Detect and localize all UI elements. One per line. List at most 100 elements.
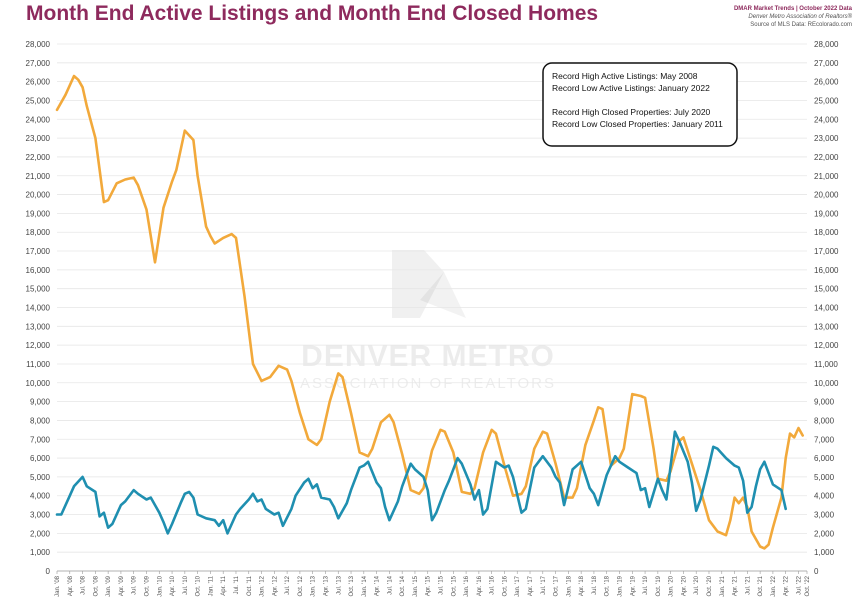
y-tick-label-right: 8,000 <box>814 416 835 425</box>
y-tick-label-left: 18,000 <box>26 228 51 237</box>
y-tick-label-left: 28,000 <box>26 40 51 49</box>
x-axis: Jan. '08 Apr. '08 Jul. '08 Oct. '08 Jan. '09… <box>55 571 811 597</box>
y-tick-label-right: 13,000 <box>814 322 839 331</box>
y-tick-label-right: 16,000 <box>814 266 839 275</box>
x-tick-label: Oct. '22 <box>805 575 811 596</box>
watermark-logo-accent-icon <box>420 272 466 318</box>
record-annotation-box: Record High Active Listings: May 2008 Re… <box>542 62 738 147</box>
x-tick-label: Jul. '09 <box>132 575 138 594</box>
x-tick-label: Apr. '16 <box>477 575 483 596</box>
y-tick-label-right: 5,000 <box>814 473 835 482</box>
y-tick-label-left: 25,000 <box>26 96 51 105</box>
y-tick-label-right: 28,000 <box>814 40 839 49</box>
annotation-border <box>542 62 738 147</box>
y-tick-label-right: 3,000 <box>814 511 835 520</box>
x-tick-label: Jul. '22 <box>796 575 802 594</box>
x-tick-label: Jul. '19 <box>643 575 649 594</box>
series-line-closed <box>55 430 788 535</box>
x-tick-label: Jan. '12 <box>260 575 266 596</box>
x-tick-label: Jan. '18 <box>566 575 572 596</box>
y-tick-label-right: 4,000 <box>814 492 835 501</box>
x-tick-label: Oct. '08 <box>93 575 99 596</box>
x-tick-label: Apr. '12 <box>272 575 278 596</box>
watermark-logo-icon <box>392 250 444 318</box>
y-tick-label-left: 6,000 <box>30 454 51 463</box>
watermark: DENVER METRO ASSOCIATION OF REALTORS <box>300 250 556 392</box>
y-tick-label-right: 24,000 <box>814 115 839 124</box>
y-tick-label-right: 20,000 <box>814 191 839 200</box>
y-tick-label-left: 22,000 <box>26 153 51 162</box>
x-tick-label: Jul. '11 <box>234 575 240 594</box>
x-tick-label: Apr. '10 <box>170 575 176 596</box>
x-tick-label: Apr. '20 <box>681 575 687 596</box>
x-tick-label: Oct. '10 <box>196 575 202 596</box>
y-axis-right: 0 1,000 2,000 3,000 4,000 5,000 6,000 7,000 8,00… <box>814 40 839 576</box>
y-tick-label-left: 8,000 <box>30 416 51 425</box>
y-tick-label-left: 9,000 <box>30 398 51 407</box>
source-line-3: Source of MLS Data: REcolorado.com <box>750 22 852 28</box>
y-tick-label-right: 11,000 <box>814 360 838 369</box>
y-tick-label-left: 21,000 <box>26 172 51 181</box>
x-tick-label: Jul. '20 <box>694 575 700 594</box>
x-tick-label: Apr. '21 <box>733 575 739 596</box>
y-tick-label-right: 15,000 <box>814 285 839 294</box>
x-tick-label: Jan. '15 <box>413 575 419 596</box>
y-tick-label-left: 19,000 <box>26 209 51 218</box>
x-tick-label: Jan. '11 <box>208 575 214 596</box>
y-tick-label-right: 27,000 <box>814 59 839 68</box>
y-tick-label-right: 1,000 <box>814 548 835 557</box>
y-tick-label-right: 2,000 <box>814 529 835 538</box>
y-tick-label-right: 25,000 <box>814 96 839 105</box>
y-tick-label-right: 9,000 <box>814 398 835 407</box>
x-tick-label: Jan. '19 <box>618 575 624 596</box>
y-tick-label-right: 6,000 <box>814 454 835 463</box>
x-tick-label: Oct. '14 <box>400 575 406 596</box>
gridlines <box>57 43 807 572</box>
y-tick-label-left: 10,000 <box>26 379 51 388</box>
y-tick-label-left: 5,000 <box>30 473 51 482</box>
x-tick-label: Jul. '17 <box>541 575 547 594</box>
annotation-line-2: Record Low Active Listings: January 2022 <box>552 83 710 93</box>
y-tick-label-right: 10,000 <box>814 379 839 388</box>
x-tick-label: Apr. '17 <box>528 575 534 596</box>
y-tick-label-left: 24,000 <box>26 115 51 124</box>
y-tick-label-left: 7,000 <box>30 435 51 444</box>
y-tick-label-right: 12,000 <box>814 341 839 350</box>
y-axis-left: 0 1,000 2,000 3,000 4,000 5,000 6,000 7,000 8,00… <box>26 40 51 576</box>
y-tick-label-left: 12,000 <box>26 341 51 350</box>
x-tick-label: Jan. '16 <box>464 575 470 596</box>
y-tick-label-right: 18,000 <box>814 228 839 237</box>
source-line-2: Denver Metro Association of Realtors® <box>748 14 852 20</box>
y-tick-label-right: 26,000 <box>814 78 839 87</box>
x-tick-label: Oct. '19 <box>656 575 662 596</box>
x-tick-label: Apr. '18 <box>579 575 585 596</box>
x-tick-label: Jan. '14 <box>362 575 368 596</box>
x-tick-label: Apr. '22 <box>784 575 790 596</box>
series-line-active <box>55 74 805 550</box>
y-tick-label-right: 19,000 <box>814 209 839 218</box>
source-line-1: DMAR Market Trends | October 2022 Data <box>733 6 852 12</box>
chart-title: Month End Active Listings and Month End … <box>26 2 599 25</box>
series-lines <box>55 74 805 550</box>
x-tick-label: Oct. '17 <box>554 575 560 596</box>
x-tick-label: Jul. '12 <box>285 575 291 594</box>
y-tick-label-right: 0 <box>814 567 819 576</box>
annotation-line-1: Record High Active Listings: May 2008 <box>552 71 698 81</box>
x-tick-label: Jan. '17 <box>515 575 521 596</box>
x-tick-label: Apr. '19 <box>630 575 636 596</box>
y-tick-label-right: 23,000 <box>814 134 839 143</box>
x-tick-label: Jul. '14 <box>387 575 393 594</box>
y-tick-label-right: 22,000 <box>814 153 839 162</box>
x-tick-label: Jan. '22 <box>771 575 777 596</box>
y-tick-label-left: 14,000 <box>26 304 51 313</box>
y-tick-label-left: 3,000 <box>30 511 51 520</box>
watermark-subtitle: ASSOCIATION OF REALTORS <box>300 375 556 392</box>
x-tick-label: Oct. '21 <box>758 575 764 596</box>
annotation-line-3: Record High Closed Properties: July 2020 <box>552 107 711 117</box>
y-tick-label-right: 21,000 <box>814 172 839 181</box>
y-tick-label-left: 11,000 <box>26 360 50 369</box>
annotation-line-4: Record Low Closed Properties: January 20… <box>552 119 723 129</box>
x-tick-label: Jul. '15 <box>439 575 445 594</box>
y-tick-label-left: 27,000 <box>26 59 51 68</box>
